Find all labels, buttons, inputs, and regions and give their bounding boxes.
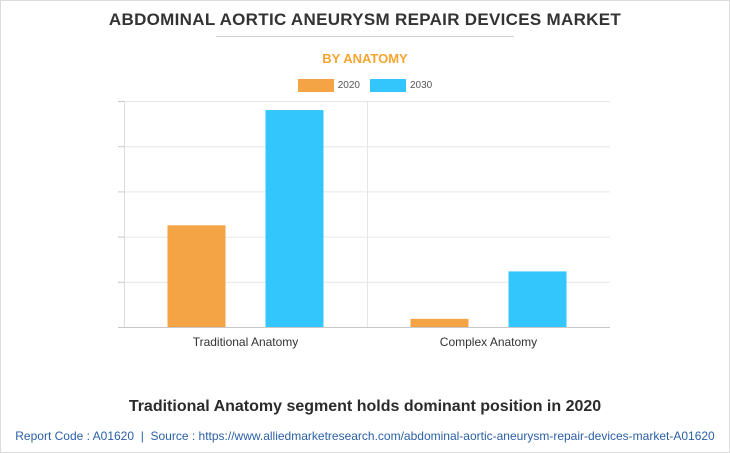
chart-title: ABDOMINAL AORTIC ANEURYSM REPAIR DEVICES… xyxy=(108,10,622,29)
legend-label-2030: 2030 xyxy=(410,80,433,91)
bar-2020-2 xyxy=(410,318,469,327)
legend-label-2020: 2020 xyxy=(337,80,360,91)
chart-subtitle: BY ANATOMY xyxy=(322,51,408,66)
footer-separator: | xyxy=(140,429,144,443)
bar-2030-1 xyxy=(265,110,324,327)
source-link[interactable]: Source : https://www.alliedmarketresearc… xyxy=(150,429,715,443)
title-divider xyxy=(216,36,514,37)
legend-item-2030: 2030 xyxy=(370,79,432,92)
bar-2020-1 xyxy=(167,225,226,327)
x-axis-labels: Traditional Anatomy Complex Anatomy xyxy=(193,335,538,349)
bars xyxy=(167,110,567,327)
legend-swatch-2030 xyxy=(370,79,406,92)
legend: 2020 2030 xyxy=(0,79,730,92)
x-tick-label-2: Complex Anatomy xyxy=(440,335,537,349)
report-code: Report Code : A01620 xyxy=(15,429,135,443)
legend-item-2020: 2020 xyxy=(297,79,360,92)
bar-2030-2 xyxy=(508,271,567,327)
x-tick-label-1: Traditional Anatomy xyxy=(193,335,299,349)
legend-swatch-2020 xyxy=(297,79,334,92)
footer: Report Code : A01620 | Source : https://… xyxy=(0,429,730,443)
chart-caption: Traditional Anatomy segment holds domina… xyxy=(128,398,602,415)
